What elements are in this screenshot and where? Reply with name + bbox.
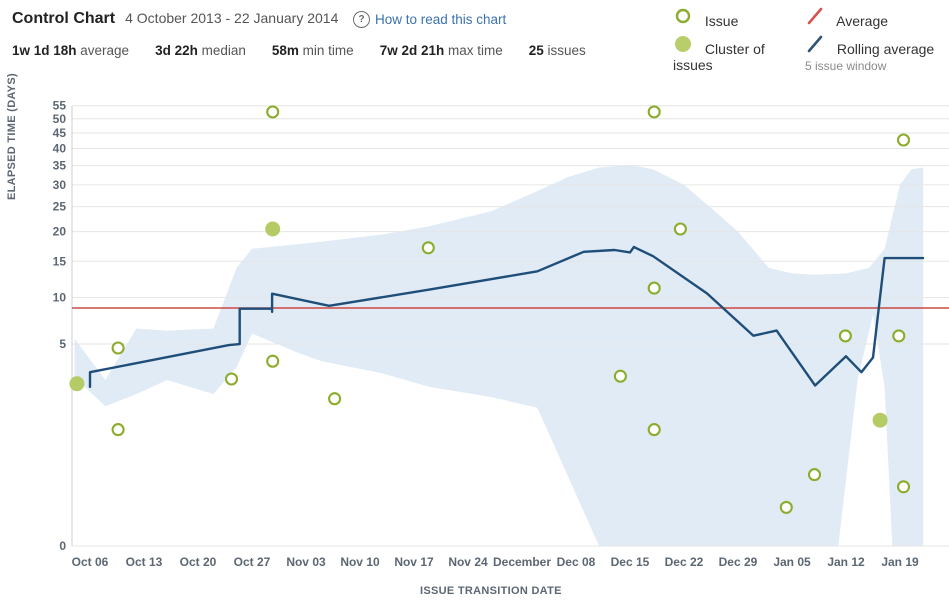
svg-text:15: 15	[53, 254, 67, 268]
svg-text:Nov 10: Nov 10	[340, 555, 380, 569]
svg-text:Oct 13: Oct 13	[126, 555, 163, 569]
svg-text:December: December	[493, 555, 551, 569]
svg-text:30: 30	[53, 178, 67, 192]
svg-text:25: 25	[53, 200, 67, 214]
svg-text:Jan 19: Jan 19	[881, 555, 919, 569]
svg-text:Jan 05: Jan 05	[773, 555, 811, 569]
svg-text:Oct 27: Oct 27	[234, 555, 271, 569]
svg-text:20: 20	[53, 225, 67, 239]
svg-text:Jan 12: Jan 12	[827, 555, 865, 569]
svg-text:10: 10	[53, 291, 67, 305]
svg-text:0: 0	[59, 539, 66, 553]
svg-text:Nov 17: Nov 17	[394, 555, 434, 569]
svg-text:Oct 06: Oct 06	[72, 555, 109, 569]
svg-text:Dec 15: Dec 15	[611, 555, 650, 569]
svg-text:Nov 24: Nov 24	[448, 555, 488, 569]
svg-text:45: 45	[53, 126, 67, 140]
svg-text:50: 50	[53, 112, 67, 126]
svg-text:Dec 22: Dec 22	[665, 555, 704, 569]
svg-text:Nov 03: Nov 03	[286, 555, 326, 569]
svg-text:Dec 08: Dec 08	[557, 555, 596, 569]
svg-text:55: 55	[53, 99, 67, 113]
svg-text:5: 5	[59, 337, 66, 351]
svg-text:Dec 29: Dec 29	[719, 555, 758, 569]
svg-text:40: 40	[53, 142, 67, 156]
svg-text:Oct 20: Oct 20	[180, 555, 217, 569]
svg-text:35: 35	[53, 159, 67, 173]
